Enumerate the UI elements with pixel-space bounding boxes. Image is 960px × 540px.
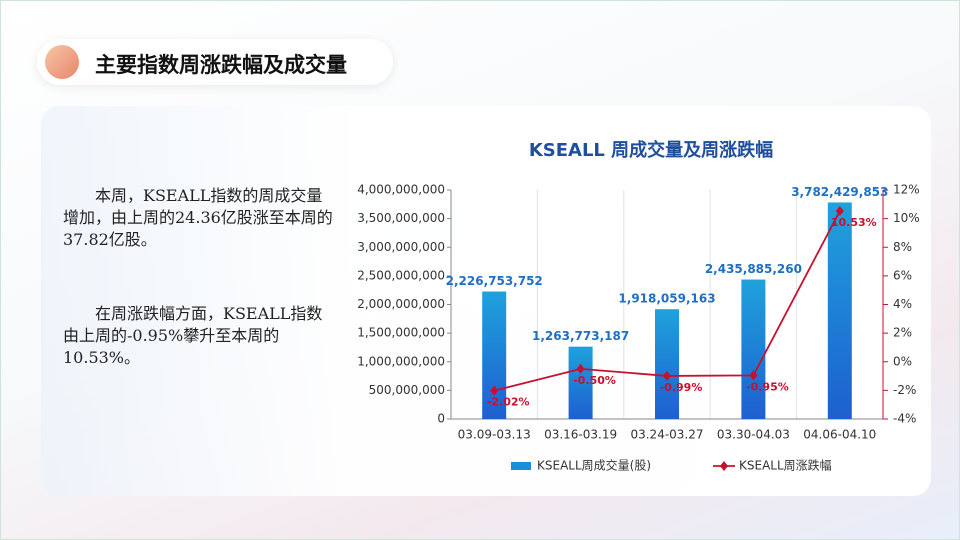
y-tick-label: 1,000,000,000 [357,354,445,368]
y2-tick-label: 12% [893,183,920,197]
line-marker [663,370,671,381]
legend-label: KSEALL周涨跌幅 [739,458,832,473]
line-marker [490,385,499,396]
paragraph: 在周涨跌幅方面，KSEALL指数由上周的-0.95%攀升至本周的10.53%。 [63,304,323,367]
y2-tick-label: 10% [893,211,920,225]
line-value-label: 10.53% [831,216,877,229]
y2-tick-label: 0% [893,354,912,368]
bar-value-label: 3,782,429,853 [791,185,888,199]
line-value-label: -2.02% [487,396,530,409]
line-value-label: -0.95% [746,380,789,393]
x-tick-label: 03.24-03.27 [630,428,703,442]
header-icon [45,45,79,79]
x-tick-label: 04.06-04.10 [803,428,876,442]
bar-value-label: 2,435,885,260 [705,262,802,276]
header-title: 主要指数周涨跌幅及成交量 [95,53,347,77]
bar [655,309,679,419]
bar-value-label: 1,263,773,187 [532,329,629,343]
y-tick-label: 0 [437,412,445,426]
y-tick-label: 3,000,000,000 [357,240,445,254]
header-pill: 主要指数周涨跌幅及成交量 [37,39,393,85]
y-tick-label: 1,500,000,000 [357,326,445,340]
bar [482,291,507,419]
bar [741,279,766,419]
bar [827,202,852,419]
bar [568,346,593,419]
y2-tick-label: -4% [893,412,916,426]
legend-label: KSEALL周成交量(股) [537,458,651,473]
y2-tick-label: 6% [893,268,912,282]
y2-tick-label: 8% [893,240,912,254]
bar-value-label: 2,226,753,752 [446,274,543,288]
paragraph: 本周，KSEALL指数的周成交量增加，由上周的24.36亿股涨至本周的37.82… [63,186,333,249]
line-value-label: -0.99% [660,381,703,394]
legend-swatch [720,461,728,471]
y-tick-label: 4,000,000,000 [357,183,445,197]
y-tick-label: 2,500,000,000 [357,268,445,282]
line-value-label: -0.50% [573,374,616,387]
y2-tick-label: -2% [893,383,916,397]
line-marker [576,363,585,374]
line-marker [749,370,758,381]
line-marker [835,206,844,217]
y-tick-label: 3,500,000,000 [357,211,445,225]
legend-swatch [511,462,531,470]
x-tick-label: 03.16-03.19 [544,428,617,442]
bar-value-label: 1,918,059,163 [618,292,715,306]
y2-tick-label: 2% [893,326,912,340]
y-tick-label: 500,000,000 [369,383,445,397]
x-tick-label: 03.30-04.03 [717,428,790,442]
x-tick-label: 03.09-03.13 [458,428,531,442]
chart-title: KSEALL 周成交量及周涨跌幅 [529,139,773,161]
y-tick-label: 2,000,000,000 [357,297,445,311]
y2-tick-label: 4% [893,297,912,311]
